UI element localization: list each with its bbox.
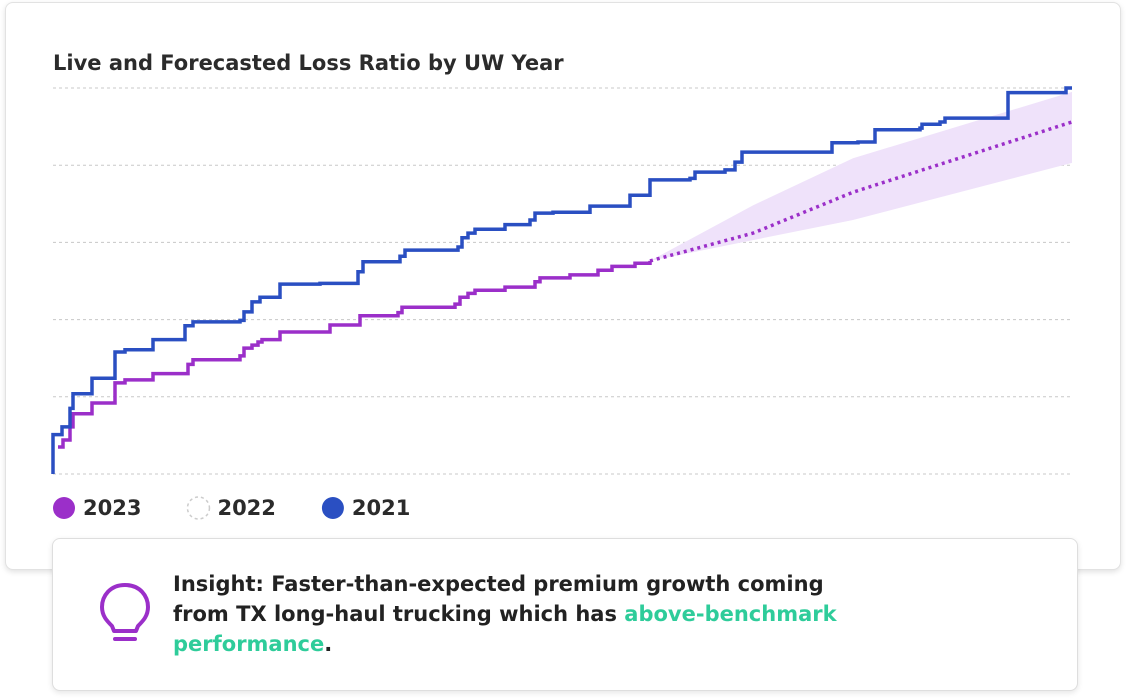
legend-label: 2022 — [217, 496, 275, 520]
legend-label: 2023 — [83, 496, 141, 520]
legend-swatch — [321, 497, 344, 519]
insight-highlight: above-benchmark — [624, 602, 837, 626]
insight-line: Insight: Faster-than-expected premium gr… — [173, 572, 824, 596]
forecast-band — [650, 91, 1072, 261]
bulb-icon — [100, 583, 150, 641]
chart-card — [5, 2, 1121, 570]
legend-swatch — [186, 496, 211, 520]
forecast-line — [649, 120, 1073, 263]
chart: Live and Forecasted Loss Ratio by UW Yea… — [51, 51, 1073, 520]
insight-line: from TX long-haul trucking which has — [173, 602, 625, 626]
insight-highlight: performance — [173, 632, 325, 656]
series-line — [51, 86, 1072, 474]
legend-label: 2021 — [352, 496, 410, 520]
chart-title: Live and Forecasted Loss Ratio by UW Yea… — [53, 51, 564, 75]
insight-text: Insight: Faster-than-expected premium gr… — [173, 569, 837, 659]
insight-text-end: . — [324, 632, 333, 656]
insight-box: Insight: Faster-than-expected premium gr… — [52, 538, 1078, 691]
series-line — [58, 260, 652, 449]
legend-swatch — [53, 497, 75, 519]
